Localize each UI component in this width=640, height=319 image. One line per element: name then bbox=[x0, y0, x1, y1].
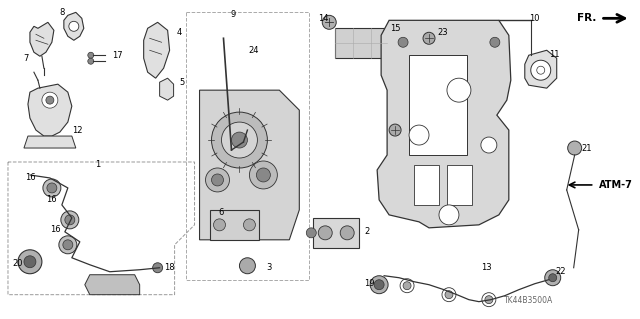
Polygon shape bbox=[159, 78, 173, 100]
Text: 20: 20 bbox=[13, 259, 23, 268]
Circle shape bbox=[250, 161, 277, 189]
Circle shape bbox=[88, 52, 94, 58]
Text: 7: 7 bbox=[23, 54, 29, 63]
Text: 22: 22 bbox=[556, 267, 566, 276]
Circle shape bbox=[447, 78, 471, 102]
Circle shape bbox=[389, 124, 401, 136]
Text: 3: 3 bbox=[267, 263, 272, 272]
Circle shape bbox=[211, 174, 223, 186]
Circle shape bbox=[439, 205, 459, 225]
Polygon shape bbox=[200, 90, 300, 240]
Circle shape bbox=[370, 276, 388, 294]
Polygon shape bbox=[313, 218, 359, 248]
Circle shape bbox=[214, 219, 225, 231]
Text: 2: 2 bbox=[365, 227, 370, 236]
Circle shape bbox=[445, 291, 453, 299]
Circle shape bbox=[398, 37, 408, 47]
Circle shape bbox=[205, 168, 230, 192]
Polygon shape bbox=[30, 22, 54, 56]
Text: 24: 24 bbox=[248, 46, 259, 55]
Circle shape bbox=[46, 96, 54, 104]
Text: FR.: FR. bbox=[577, 13, 596, 23]
Text: 16: 16 bbox=[24, 174, 35, 182]
Circle shape bbox=[69, 21, 79, 31]
Circle shape bbox=[232, 132, 248, 148]
Bar bbox=[414, 165, 439, 205]
Circle shape bbox=[153, 263, 163, 273]
Circle shape bbox=[323, 15, 336, 29]
Polygon shape bbox=[335, 28, 387, 58]
Text: TK44B3500A: TK44B3500A bbox=[504, 296, 554, 305]
Circle shape bbox=[340, 226, 354, 240]
Circle shape bbox=[490, 37, 500, 47]
Circle shape bbox=[63, 240, 73, 250]
Text: 16: 16 bbox=[51, 225, 61, 234]
Text: 13: 13 bbox=[481, 263, 492, 272]
Text: 9: 9 bbox=[231, 10, 236, 19]
Circle shape bbox=[211, 112, 268, 168]
Circle shape bbox=[257, 168, 270, 182]
Bar bbox=[447, 165, 472, 205]
Circle shape bbox=[403, 282, 411, 290]
Circle shape bbox=[47, 183, 57, 193]
Text: 4: 4 bbox=[177, 28, 182, 37]
Polygon shape bbox=[64, 12, 84, 40]
Text: 11: 11 bbox=[550, 50, 560, 59]
Polygon shape bbox=[24, 136, 76, 148]
Text: 15: 15 bbox=[390, 24, 401, 33]
Text: 10: 10 bbox=[529, 14, 540, 23]
Polygon shape bbox=[377, 20, 511, 228]
Circle shape bbox=[409, 125, 429, 145]
Text: 18: 18 bbox=[164, 263, 175, 272]
Circle shape bbox=[65, 215, 75, 225]
Polygon shape bbox=[143, 22, 170, 78]
Circle shape bbox=[43, 179, 61, 197]
Circle shape bbox=[423, 32, 435, 44]
Circle shape bbox=[24, 256, 36, 268]
Bar bbox=[409, 55, 467, 155]
Text: 1: 1 bbox=[95, 160, 100, 169]
Text: 17: 17 bbox=[113, 51, 123, 60]
Circle shape bbox=[548, 274, 557, 282]
Circle shape bbox=[568, 141, 582, 155]
Circle shape bbox=[221, 122, 257, 158]
Polygon shape bbox=[28, 84, 72, 136]
Polygon shape bbox=[525, 50, 557, 88]
Circle shape bbox=[531, 60, 551, 80]
Circle shape bbox=[374, 280, 384, 290]
Text: ATM-7: ATM-7 bbox=[598, 180, 632, 190]
Circle shape bbox=[481, 137, 497, 153]
Circle shape bbox=[42, 92, 58, 108]
Circle shape bbox=[485, 296, 493, 304]
Text: 16: 16 bbox=[47, 196, 57, 204]
Text: 8: 8 bbox=[59, 8, 65, 17]
Text: 5: 5 bbox=[179, 78, 184, 87]
Text: 12: 12 bbox=[72, 126, 83, 135]
Polygon shape bbox=[85, 275, 140, 295]
Circle shape bbox=[61, 211, 79, 229]
Circle shape bbox=[307, 228, 316, 238]
Circle shape bbox=[59, 236, 77, 254]
Circle shape bbox=[88, 58, 94, 64]
Circle shape bbox=[239, 258, 255, 274]
Circle shape bbox=[318, 226, 332, 240]
Polygon shape bbox=[209, 210, 259, 240]
Circle shape bbox=[243, 219, 255, 231]
Text: 6: 6 bbox=[219, 208, 224, 217]
Text: 19: 19 bbox=[364, 279, 374, 288]
Circle shape bbox=[545, 270, 561, 286]
Text: 23: 23 bbox=[438, 28, 448, 37]
Text: 21: 21 bbox=[581, 144, 592, 152]
Circle shape bbox=[18, 250, 42, 274]
Text: 14: 14 bbox=[318, 14, 328, 23]
